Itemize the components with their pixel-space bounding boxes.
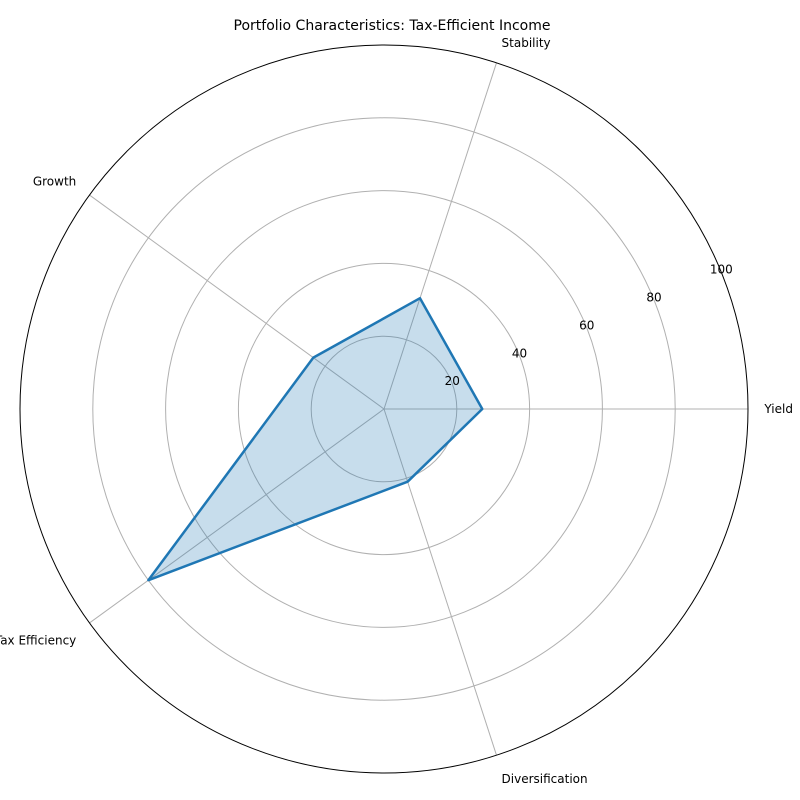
category-label: Diversification bbox=[502, 772, 588, 786]
r-tick-label: 80 bbox=[646, 291, 661, 305]
r-tick-label: 40 bbox=[512, 346, 527, 360]
spoke-line bbox=[89, 408, 385, 624]
category-label: Stability bbox=[502, 36, 551, 50]
series-line bbox=[147, 296, 484, 582]
r-tick-label: 20 bbox=[445, 374, 460, 388]
spoke-line bbox=[383, 62, 497, 410]
r-tick-label: 60 bbox=[579, 318, 594, 332]
series-area bbox=[148, 298, 483, 581]
data-layer bbox=[147, 296, 484, 582]
category-label: Tax Efficiency bbox=[0, 634, 76, 648]
label-layer: Yield Stability Growth Tax Efficiency Divers… bbox=[0, 36, 793, 786]
spoke-line bbox=[89, 194, 385, 410]
outer-frame bbox=[19, 44, 749, 774]
spoke-line bbox=[383, 408, 497, 756]
category-label: Yield bbox=[763, 402, 793, 416]
r-tick-label: 100 bbox=[710, 263, 733, 277]
chart-title: Portfolio Characteristics: Tax-Efficient… bbox=[234, 18, 551, 34]
grid-layer bbox=[19, 44, 749, 774]
category-label: Growth bbox=[33, 174, 76, 188]
